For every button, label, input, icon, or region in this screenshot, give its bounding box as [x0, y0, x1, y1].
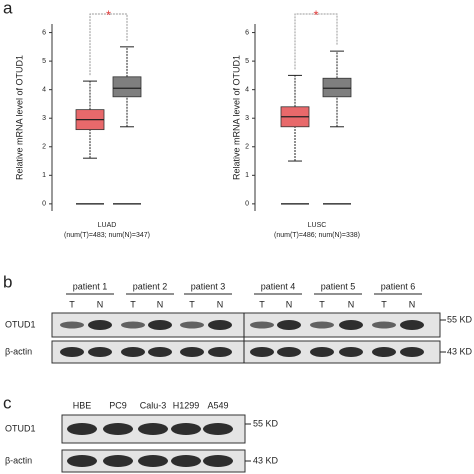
band: [148, 347, 172, 357]
lane-label: Calu-3: [140, 400, 167, 410]
patient-label: patient 1: [73, 281, 108, 291]
y-tick-label: 5: [42, 58, 46, 65]
y-tick-label: 3: [42, 115, 46, 122]
blot-panel: patient 1 patient 2 patient 3 patient 4 pati…: [5, 281, 473, 364]
y-tick-label: 2: [245, 144, 249, 151]
band: [208, 320, 232, 330]
y-tick-label: 1: [245, 172, 249, 179]
x-axis-subtitle: (num(T)=486; num(N)=338): [274, 232, 360, 239]
patient-label: patient 4: [261, 281, 296, 291]
significance-bracket: [294, 13, 338, 70]
box-chart: 0 1 2 3 4 5 6 Relative mRNA level of OTUD1 LUAD (…: [14, 7, 150, 238]
band: [277, 347, 301, 357]
panel-label: b: [3, 272, 12, 291]
y-tick-label: 1: [42, 172, 46, 179]
band: [208, 347, 232, 357]
significance-bracket: [89, 13, 128, 76]
band: [60, 321, 84, 329]
lane-label: T: [189, 299, 195, 309]
band: [67, 423, 97, 435]
band: [372, 321, 396, 329]
patient-label: patient 2: [133, 281, 168, 291]
band: [339, 320, 363, 330]
band: [88, 347, 112, 357]
band: [171, 455, 201, 467]
band: [138, 455, 168, 467]
band: [121, 321, 145, 329]
patient-label: patient 3: [191, 281, 226, 291]
lane-label: T: [381, 299, 387, 309]
x-axis-label: LUAD: [98, 222, 117, 229]
band: [310, 321, 334, 329]
lane-label: T: [69, 299, 75, 309]
lane-label: N: [157, 299, 164, 309]
marker-label: 55 KD: [253, 418, 279, 428]
y-tick-label: 0: [42, 201, 46, 208]
lane-label: A549: [207, 400, 228, 410]
lane-label: T: [319, 299, 325, 309]
blot-panel: HBE PC9 Calu-3 H1299 A549 OTUD1 55 KD β-actin 43…: [5, 400, 279, 473]
significance-star: *: [106, 7, 111, 22]
box: [112, 76, 142, 98]
marker-label: 43 KD: [447, 346, 473, 356]
lane-label: N: [409, 299, 416, 309]
x-axis-label: LUSC: [308, 222, 327, 229]
lane-label: T: [259, 299, 265, 309]
band: [400, 320, 424, 330]
band: [250, 347, 274, 357]
band: [138, 423, 168, 435]
lane-label: H1299: [173, 400, 200, 410]
band: [121, 347, 145, 357]
y-tick-label: 5: [245, 58, 249, 65]
band: [171, 423, 201, 435]
lane-label: T: [130, 299, 136, 309]
band: [203, 455, 233, 467]
lane-label: N: [97, 299, 104, 309]
box: [322, 77, 352, 98]
band: [400, 347, 424, 357]
y-tick-label: 6: [245, 29, 249, 36]
row-label: OTUD1: [5, 423, 36, 433]
y-tick-label: 6: [42, 29, 46, 36]
y-tick-label: 4: [245, 87, 249, 94]
lane-label: N: [217, 299, 224, 309]
lane-label: PC9: [109, 400, 127, 410]
patient-label: patient 6: [381, 281, 416, 291]
band: [203, 423, 233, 435]
marker-label: 43 KD: [253, 455, 279, 465]
panel-label: c: [3, 393, 12, 412]
band: [250, 321, 274, 329]
band: [372, 347, 396, 357]
lane-label: HBE: [73, 400, 92, 410]
patient-label: patient 5: [321, 281, 356, 291]
band: [180, 321, 204, 329]
band: [88, 320, 112, 330]
lane-label: N: [286, 299, 293, 309]
band: [103, 455, 133, 467]
band: [339, 347, 363, 357]
y-axis-label: Relative mRNA level of OTUD1: [231, 55, 241, 180]
lane-label: N: [348, 299, 355, 309]
y-tick-label: 3: [245, 115, 249, 122]
band: [103, 423, 133, 435]
significance-star: *: [313, 7, 318, 22]
band: [277, 320, 301, 330]
y-axis-label: Relative mRNA level of OTUD1: [14, 55, 24, 180]
row-label: OTUD1: [5, 319, 36, 329]
band: [310, 347, 334, 357]
marker-label: 55 KD: [447, 314, 473, 324]
band: [148, 320, 172, 330]
y-tick-label: 4: [42, 87, 46, 94]
band: [67, 455, 97, 467]
band: [60, 347, 84, 357]
y-tick-label: 2: [42, 144, 46, 151]
band: [180, 347, 204, 357]
panel-label: a: [3, 0, 13, 17]
y-tick-label: 0: [245, 201, 249, 208]
box-chart: 0 1 2 3 4 5 6 Relative mRNA level of OTUD1 LUSC (…: [231, 7, 360, 238]
row-label: β-actin: [5, 455, 32, 465]
x-axis-subtitle: (num(T)=483; num(N)=347): [64, 232, 150, 239]
row-label: β-actin: [5, 346, 32, 356]
